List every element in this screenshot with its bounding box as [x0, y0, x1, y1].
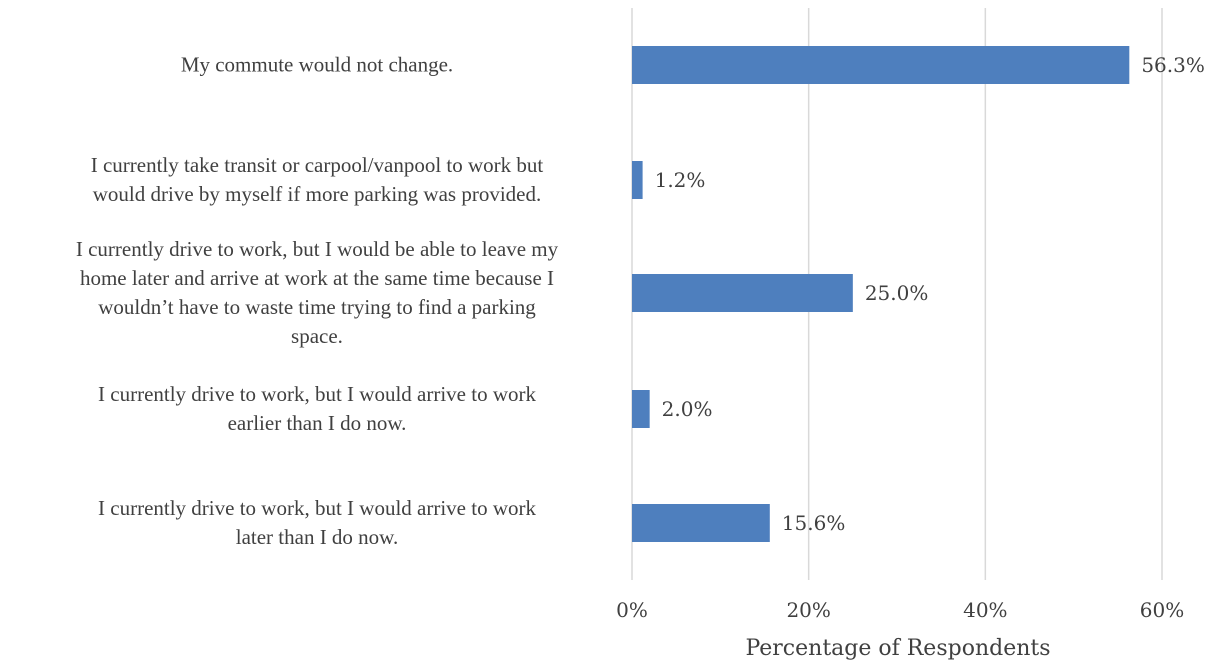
- category-label: I currently drive to work, but I would a…: [98, 382, 536, 435]
- category-label: I currently take transit or carpool/vanp…: [90, 153, 544, 206]
- data-label: 56.3%: [1141, 53, 1205, 77]
- category-label: My commute would not change.: [180, 52, 454, 77]
- x-tick-label: 40%: [963, 598, 1007, 622]
- category-label: I currently drive to work, but I would b…: [75, 237, 559, 348]
- data-label: 25.0%: [865, 281, 929, 305]
- data-label: 15.6%: [782, 511, 846, 535]
- data-label: 1.2%: [655, 168, 706, 192]
- bar: [632, 161, 643, 199]
- category-label: I currently drive to work, but I would a…: [98, 496, 536, 549]
- bar: [632, 46, 1130, 84]
- x-tick-label: 0%: [616, 598, 648, 622]
- x-tick-label: 60%: [1140, 598, 1184, 622]
- x-tick-label: 20%: [786, 598, 830, 622]
- bar: [632, 390, 650, 428]
- bar: [632, 504, 770, 542]
- x-axis-title: Percentage of Respondents: [745, 636, 1050, 661]
- data-label: 2.0%: [662, 397, 713, 421]
- bar: [632, 274, 853, 312]
